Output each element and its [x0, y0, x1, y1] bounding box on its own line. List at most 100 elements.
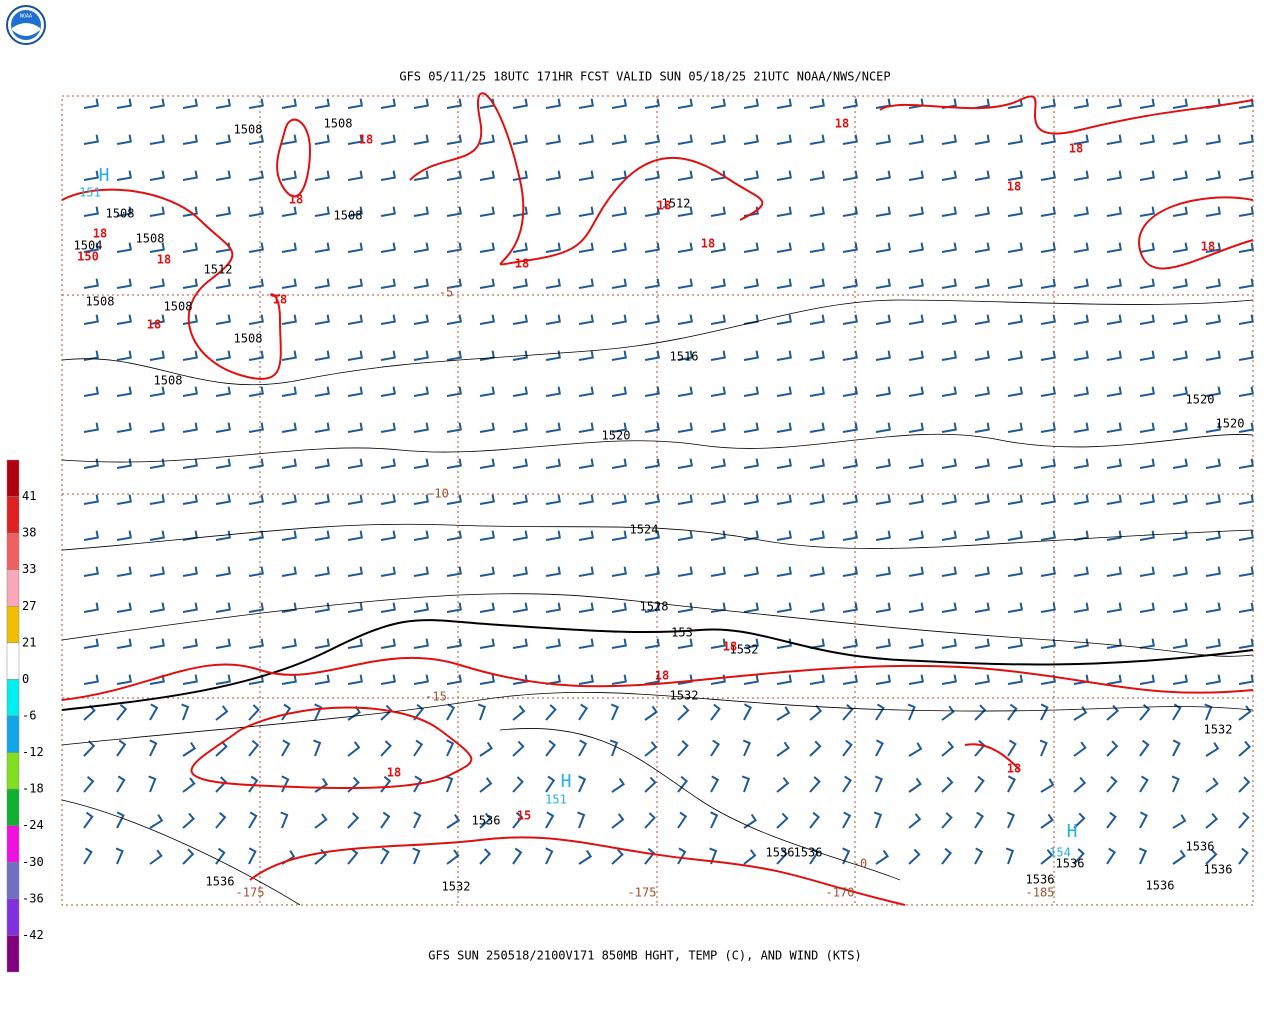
height-label: 1512: [204, 263, 233, 277]
wind-barb: [578, 458, 594, 469]
wind-barb: [1238, 812, 1250, 829]
wind-barb: [809, 494, 825, 505]
wind-barb: [413, 775, 423, 793]
wind-barb: [776, 566, 792, 577]
wind-barb: [545, 739, 557, 757]
wind-barb: [809, 206, 825, 217]
wind-barb: [512, 242, 528, 253]
wind-barb: [413, 739, 424, 757]
wind-barb: [1040, 778, 1055, 793]
wind-barb: [1139, 386, 1155, 397]
wind-barb: [314, 206, 330, 217]
wind-barb: [578, 602, 594, 613]
wind-barb: [314, 530, 330, 541]
wind-barb: [314, 422, 330, 433]
wind-barb: [710, 530, 726, 541]
wind-barb: [677, 278, 693, 289]
wind-barb: [1172, 278, 1188, 289]
wind-barb: [1238, 350, 1254, 361]
wind-barb: [875, 314, 891, 325]
wind-barb: [644, 705, 658, 721]
wind-barb: [83, 530, 99, 541]
wind-barb: [578, 170, 594, 181]
wind-barb: [875, 739, 884, 757]
wind-barb: [149, 242, 165, 253]
wind-barb: [941, 602, 957, 613]
high-symbol: H: [99, 165, 110, 186]
wind-barb: [974, 674, 990, 685]
wind-barb: [380, 386, 396, 397]
wind-barb: [974, 350, 990, 361]
wind-barb: [842, 602, 858, 613]
wind-barb: [215, 530, 231, 541]
wind-barb: [446, 386, 462, 397]
wind-barb: [248, 602, 264, 613]
wind-barb: [1073, 422, 1089, 433]
wind-barb: [347, 741, 361, 757]
wind-barb: [215, 638, 231, 649]
wind-barb: [182, 314, 198, 325]
wind-barb: [809, 566, 825, 577]
wind-barb: [1172, 703, 1182, 721]
wind-barb: [479, 422, 495, 433]
wind-barb: [413, 98, 429, 109]
wind-barb: [1040, 703, 1049, 721]
wind-barb: [875, 422, 891, 433]
wind-barb: [1205, 278, 1221, 289]
wind-barb: [545, 494, 561, 505]
wind-barb: [182, 350, 198, 361]
wind-barb: [281, 386, 297, 397]
height-label: 1536: [206, 875, 235, 889]
wind-barb: [842, 739, 853, 757]
wind-barb: [281, 674, 297, 685]
wind-barb: [215, 314, 231, 325]
cold-label: -175: [236, 886, 265, 900]
wind-barb: [83, 566, 99, 577]
wind-barb: [281, 170, 297, 181]
wind-barb: [281, 458, 297, 469]
wind-barb: [1040, 206, 1056, 217]
wind-barb: [413, 674, 429, 685]
wind-barb: [413, 134, 429, 145]
wind-barb: [1139, 704, 1151, 721]
wind-barb: [941, 350, 957, 361]
wind-barb: [446, 422, 462, 433]
wind-barb: [644, 314, 660, 325]
wind-barb: [380, 530, 396, 541]
wind-barb: [1106, 278, 1122, 289]
wind-barb: [1073, 638, 1089, 649]
wind-barb: [83, 847, 93, 865]
wind-barb: [248, 314, 264, 325]
wind-barb: [1205, 494, 1221, 505]
wind-barb: [545, 170, 561, 181]
wind-barb: [83, 170, 99, 181]
wind-barb: [776, 706, 791, 721]
wind-barb: [1139, 674, 1155, 685]
wind-barb: [479, 530, 495, 541]
wind-barb: [1238, 278, 1254, 289]
wind-barb: [83, 98, 99, 109]
height-label: 1536: [1056, 857, 1085, 871]
wind-barb: [873, 811, 883, 829]
wind-barb: [1040, 813, 1054, 829]
wind-barb: [380, 775, 392, 793]
wind-barb: [512, 638, 528, 649]
wind-barb: [1106, 314, 1122, 325]
wind-barb: [941, 740, 955, 757]
wind-barb: [479, 777, 493, 793]
wind-barb: [116, 811, 125, 829]
wind-barb: [743, 170, 759, 181]
wind-barb: [1007, 674, 1023, 685]
wind-barb: [842, 350, 858, 361]
wind-barb: [609, 739, 619, 757]
wind-barb: [1139, 566, 1155, 577]
wind-barb: [149, 386, 165, 397]
wind-barb: [181, 703, 190, 721]
wind-barb: [446, 242, 462, 253]
wind-barb: [116, 674, 132, 685]
cold-label: -185: [1026, 886, 1055, 900]
wind-barb: [875, 170, 891, 181]
wind-barb: [116, 206, 132, 217]
colorbar-label: 0: [22, 672, 29, 686]
colorbar-swatch: [6, 569, 20, 607]
